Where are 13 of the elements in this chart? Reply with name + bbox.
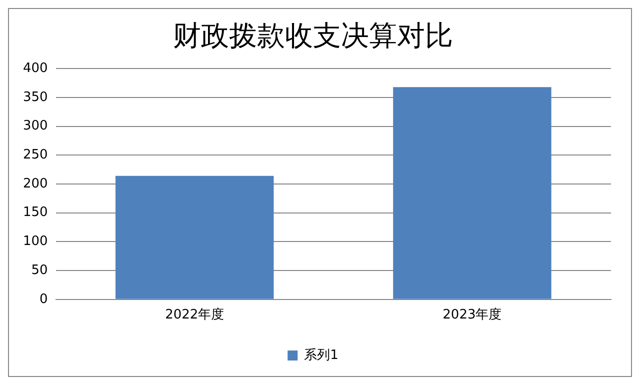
chart-title: 财政拨款收支决算对比 [173,19,453,52]
y-tick-label: 200 [22,176,48,192]
y-tick-label: 300 [22,118,48,134]
x-tick-label: 2023年度 [442,306,502,323]
x-tick-label: 2022年度 [165,306,224,323]
y-tick-label: 400 [22,60,48,76]
y-tick-label: 0 [40,292,48,307]
y-tick-label: 100 [22,234,48,250]
y-tick-label: 250 [22,148,48,163]
y-tick-label: 50 [31,262,48,278]
legend-label: 系列1 [304,348,338,363]
y-tick-label: 150 [22,205,48,220]
y-tick-label: 350 [22,90,48,105]
